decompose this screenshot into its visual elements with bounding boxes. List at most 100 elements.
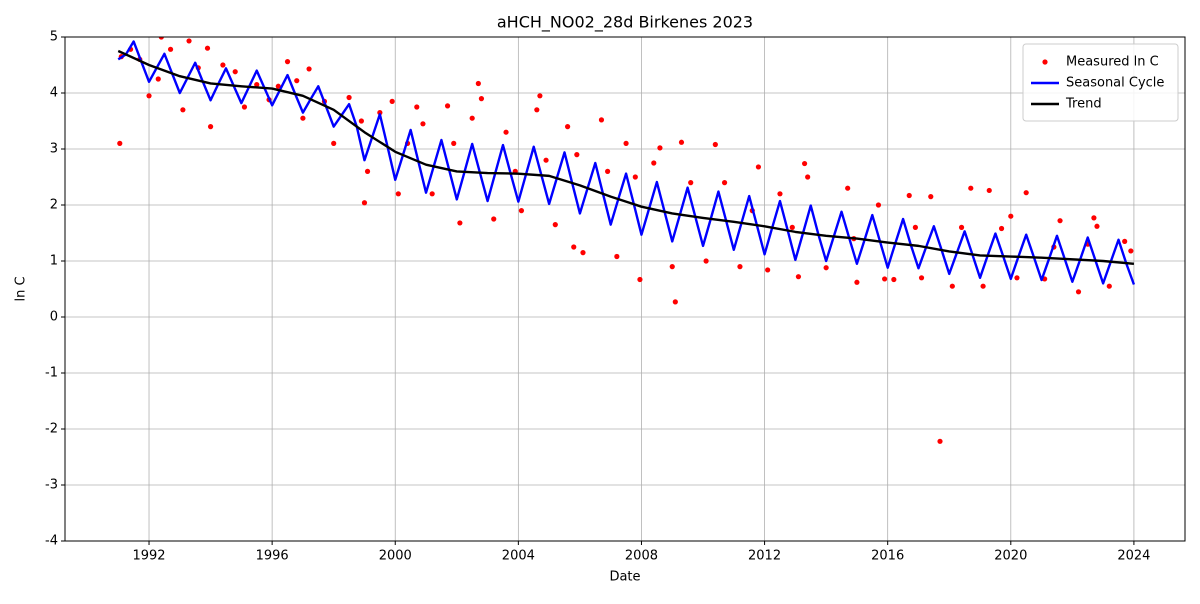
data-point <box>805 174 811 180</box>
data-point <box>765 267 771 273</box>
data-point <box>518 208 525 214</box>
data-point <box>928 194 934 200</box>
y-tick-label: -4 <box>45 534 58 549</box>
data-point <box>854 279 860 285</box>
data-point <box>457 220 463 226</box>
data-point <box>358 118 364 124</box>
data-point <box>968 185 974 191</box>
data-point <box>306 66 312 72</box>
data-point <box>949 283 955 289</box>
data-point <box>669 264 675 270</box>
legend-label: Measured ln C <box>1066 55 1159 70</box>
data-point <box>158 37 164 40</box>
data-point <box>364 168 371 174</box>
data-point <box>420 121 426 127</box>
data-point <box>491 216 497 222</box>
x-tick-label: 2000 <box>379 549 412 564</box>
data-point <box>986 187 992 194</box>
x-tick-label: 2004 <box>502 549 535 564</box>
data-point <box>688 180 694 186</box>
data-point <box>823 265 829 271</box>
data-point <box>998 225 1005 232</box>
data-point <box>377 110 383 116</box>
data-point <box>241 104 248 110</box>
data-point <box>395 191 401 197</box>
data-point <box>204 45 211 51</box>
data-point <box>1106 283 1112 289</box>
x-tick-label: 1996 <box>256 549 289 564</box>
data-point <box>564 124 571 130</box>
data-line <box>117 49 1135 265</box>
data-point <box>167 46 174 52</box>
data-point <box>146 93 152 99</box>
data-point <box>1023 190 1029 196</box>
data-point <box>623 140 629 146</box>
x-tick-label: 2008 <box>625 549 658 564</box>
data-point <box>180 107 186 113</box>
y-tick-label: 5 <box>50 30 58 45</box>
x-tick-label: 2020 <box>994 549 1027 564</box>
data-point <box>737 264 743 270</box>
data-point <box>537 93 543 99</box>
legend-label: Seasonal Cycle <box>1066 76 1164 91</box>
data-point <box>389 98 395 104</box>
y-tick-label: -2 <box>45 422 58 437</box>
data-point <box>937 438 943 444</box>
y-axis-label: ln C <box>14 276 29 301</box>
data-point <box>451 140 457 146</box>
data-point <box>444 103 451 109</box>
data-point <box>478 96 485 102</box>
data-point <box>721 180 728 186</box>
data-point <box>598 117 605 123</box>
data-point <box>1122 238 1128 244</box>
x-tick-label: 1992 <box>132 549 165 564</box>
data-point <box>801 160 808 167</box>
y-tick-label: 1 <box>50 254 58 269</box>
data-point <box>795 274 802 280</box>
data-point <box>712 141 718 148</box>
data-point <box>207 124 214 130</box>
data-point <box>632 174 638 180</box>
data-point <box>580 250 586 256</box>
data-point <box>1057 218 1063 224</box>
data-point <box>906 192 912 199</box>
x-axis-label: Date <box>609 570 640 585</box>
data-point <box>117 140 123 146</box>
data-point <box>220 62 226 68</box>
data-point <box>980 283 986 289</box>
data-point <box>605 168 611 174</box>
y-tick-label: 4 <box>50 86 58 101</box>
data-point <box>678 139 685 145</box>
data-point <box>614 253 620 260</box>
x-tick-label: 2024 <box>1117 549 1150 564</box>
data-point <box>232 69 238 75</box>
data-point <box>789 224 795 230</box>
data-point <box>300 115 306 121</box>
data-point <box>958 224 965 230</box>
data-point <box>672 299 678 305</box>
data-point <box>361 200 368 206</box>
legend-label: Trend <box>1065 97 1102 112</box>
y-tick-label: 0 <box>50 310 58 325</box>
data-line <box>117 40 1136 285</box>
data-point <box>429 191 435 197</box>
y-tick-label: 3 <box>50 142 58 157</box>
data-point <box>755 164 762 170</box>
data-point <box>331 140 337 146</box>
data-point <box>294 78 300 84</box>
data-point <box>254 82 260 88</box>
data-point <box>543 157 549 163</box>
data-point <box>912 224 918 230</box>
data-point <box>186 38 192 44</box>
y-tick-label: -3 <box>45 478 58 493</box>
data-point <box>1008 213 1014 219</box>
data-point <box>574 152 580 158</box>
x-tick-label: 2016 <box>871 549 904 564</box>
data-point <box>657 145 663 151</box>
x-tick-label: 2012 <box>748 549 781 564</box>
data-point <box>845 185 851 191</box>
data-point <box>1014 275 1020 281</box>
data-point <box>469 115 475 121</box>
